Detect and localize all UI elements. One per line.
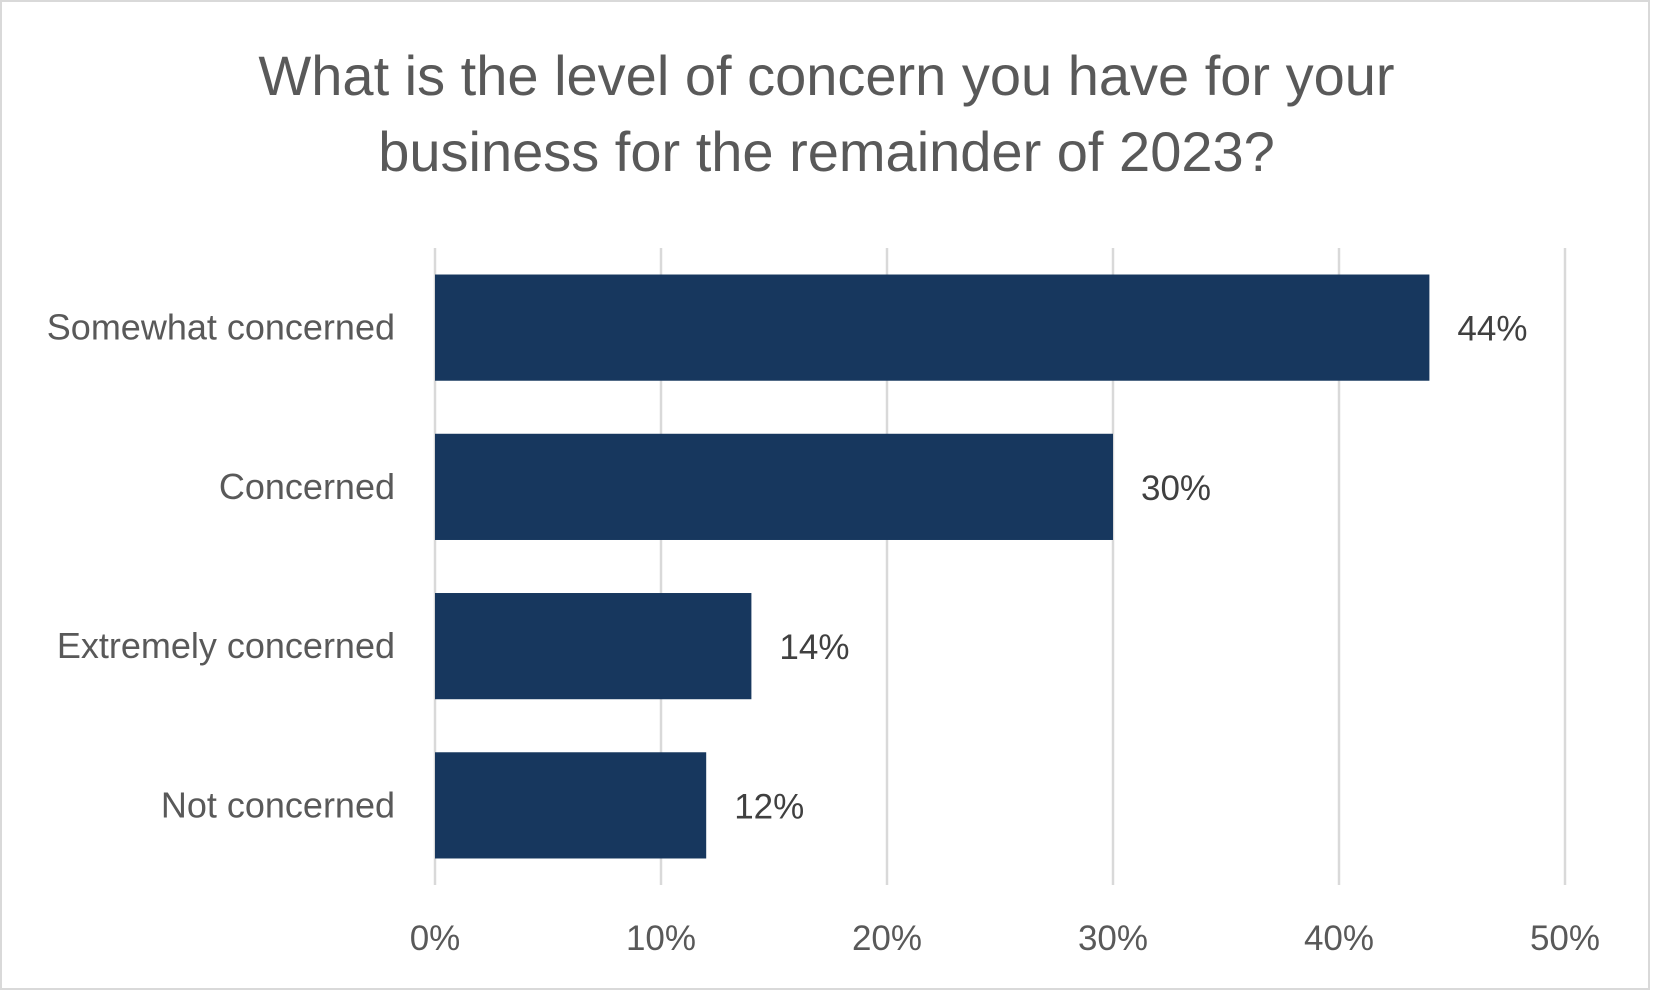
x-tick-label: 10% [626,919,696,958]
bar-somewhat-concerned [435,274,1430,381]
x-tick-label: 40% [1304,919,1374,958]
bar-concerned [435,433,1113,540]
data-label: 44% [1457,310,1527,349]
data-label: 30% [1141,469,1211,508]
chart-title: What is the level of concern you have fo… [0,38,1653,190]
category-label: Concerned [219,466,395,507]
chart-title-line-2: business for the remainder of 2023? [378,120,1275,183]
bar-extremely-concerned [435,593,752,700]
x-tick-label: 50% [1530,919,1600,958]
data-label: 14% [779,628,849,667]
category-label: Extremely concerned [57,625,395,666]
bar-not-concerned [435,752,707,859]
bars [435,274,1430,859]
x-tick-label: 0% [410,919,461,958]
category-label: Not concerned [161,784,395,825]
data-label: 12% [734,787,804,826]
x-tick-label: 20% [852,919,922,958]
labels: 0% 10% 20% 30% 40% 50% Somewhat concerned 44% Co… [47,307,1600,958]
chart-title-line-1: What is the level of concern you have fo… [258,44,1395,107]
category-label: Somewhat concerned [47,307,395,348]
x-tick-label: 30% [1078,919,1148,958]
